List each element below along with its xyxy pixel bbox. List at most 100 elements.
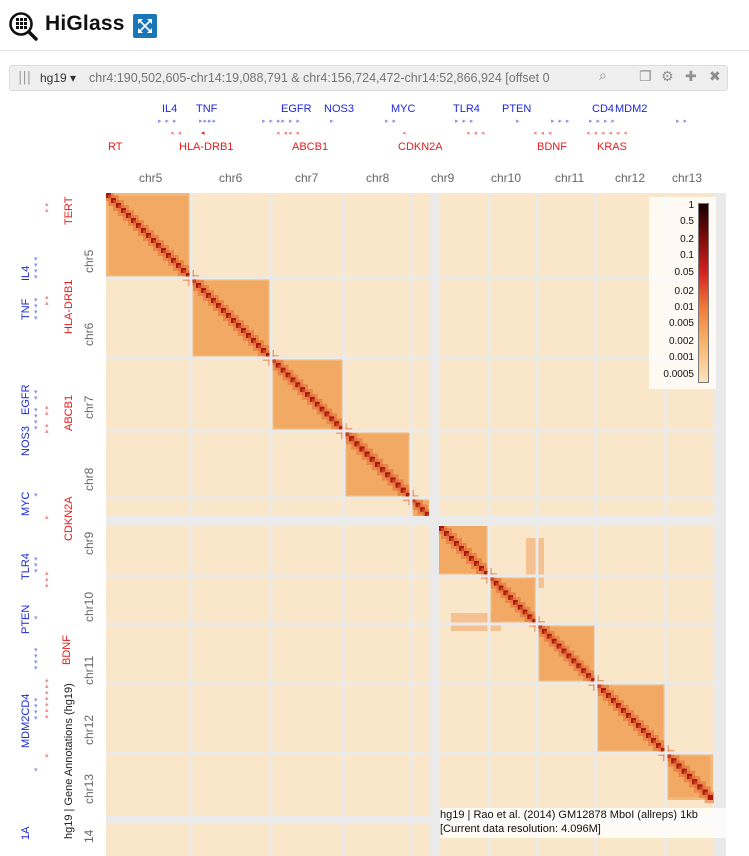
forward-strand-arrows: ▾ — [34, 767, 38, 774]
gene-label: MYC — [20, 491, 32, 516]
gene-label: EGFR — [20, 384, 32, 415]
forward-strand-arrows: ▸ — [516, 118, 521, 125]
reverse-strand-arrows: ◂ ◂ ◂ — [533, 130, 553, 137]
colorbar-tick: 0.2 — [680, 234, 694, 245]
gear-icon[interactable]: ⚙ — [661, 69, 674, 85]
reverse-strand-arrows: ◂ ◂ — [170, 130, 182, 137]
gene-annotation-track-label: hg19 | Gene Annotations (hg19) — [63, 683, 75, 839]
gene-label: IL4 — [20, 265, 32, 281]
assembly-select[interactable]: hg19 ▾ — [40, 71, 77, 85]
gene-label: IL4 — [162, 103, 178, 115]
chromosome-label: chr7 — [295, 171, 319, 185]
gene-label: RT — [108, 141, 123, 153]
gene-label: HLA-DRB1 — [179, 141, 234, 153]
forward-strand-arrows: ▾ ▾ ▾ — [34, 556, 38, 575]
forward-strand-arrows: ▸ ▸ ▸ — [158, 118, 178, 125]
reverse-strand-arrows: ▴ — [45, 752, 49, 759]
colorbar-gradient — [698, 203, 709, 383]
hic-contact-heatmap[interactable] — [106, 193, 726, 856]
close-icon[interactable]: ✖ — [709, 69, 721, 85]
chromosome-label: chr7 — [82, 395, 96, 419]
gene-label: MDM2 — [615, 103, 648, 115]
left-gene-annotation-track: TERT IL4 TNF HLA-DRB1 EGFR ABCB1 NOS3 MY… — [0, 193, 106, 856]
app-header: HiGlass — [0, 0, 749, 51]
colorbar-tick: 1 — [688, 200, 694, 211]
gene-label: MDM2CD4 — [20, 693, 32, 748]
colorbar[interactable]: 1 0.5 0.2 0.1 0.05 0.02 0.01 0.005 0.002… — [649, 197, 716, 389]
dataset-name: hg19 | Rao et al. (2014) GM12878 MboI (a… — [440, 809, 698, 821]
chromosome-label: chr6 — [82, 322, 96, 346]
heatmap-status-label: hg19 | Rao et al. (2014) GM12878 MboI (a… — [440, 808, 726, 838]
colorbar-tick: 0.1 — [680, 250, 694, 261]
drag-handle-icon[interactable]: ||| — [18, 70, 32, 85]
view-toolbar: ||| hg19 ▾ ⌕ ❐ ⚙ ✚ ✖ — [9, 65, 728, 91]
genome-position-search-input[interactable] — [89, 70, 594, 86]
chromosome-label: chr9 — [431, 171, 455, 185]
gene-label: NOS3 — [20, 426, 32, 456]
forward-strand-arrows: ▾ — [34, 615, 38, 622]
gene-label: MYC — [391, 103, 416, 115]
reverse-strand-arrows: ▴ — [45, 514, 49, 521]
gene-label: TERT — [63, 196, 75, 225]
colorbar-tick: 0.005 — [668, 318, 694, 329]
chromosome-label: chr8 — [82, 467, 96, 491]
forward-strand-arrows: ▸ ▸ — [385, 118, 397, 125]
reverse-strand-arrows: ▴ ▴ ▴ — [45, 570, 49, 589]
chromosome-label: 14 — [82, 829, 96, 843]
copy-icon[interactable]: ❐ — [639, 69, 652, 85]
colorbar-tick: 0.5 — [680, 216, 694, 227]
chromosome-label: chr12 — [615, 171, 646, 185]
colorbar-tick: 0.001 — [668, 352, 694, 363]
reverse-strand-arrows: ◂ ◂ ◂ — [466, 130, 486, 137]
colorbar-tick: 0.02 — [674, 286, 694, 297]
chromosome-label: chr10 — [491, 171, 522, 185]
gene-label: EGFR — [281, 103, 312, 115]
forward-strand-arrows: ▸ ▸ ▸ ▸ — [589, 118, 616, 125]
fullscreen-expand-icon — [138, 19, 152, 33]
magnifier-logo-icon — [9, 12, 38, 41]
forward-strand-arrows: ▸▸▸▸ — [199, 118, 218, 125]
chromosome-label: chr10 — [82, 591, 96, 622]
gene-label: BDNF — [61, 635, 73, 665]
forward-strand-arrows: ▾ ▾ ▾ ▾ — [34, 256, 38, 281]
gene-label: PTEN — [20, 604, 32, 634]
plus-icon[interactable]: ✚ — [685, 69, 697, 85]
gene-label: CD4 — [592, 103, 615, 115]
chromosome-label: chr9 — [82, 531, 96, 555]
colorbar-tick: 0.002 — [668, 336, 694, 347]
gene-label: HLA-DRB1 — [63, 279, 75, 334]
reverse-strand-arrows: ▴ ▴ ▴ ▴ — [45, 404, 49, 435]
gene-label: 1A — [20, 826, 32, 840]
chromosome-label: chr12 — [82, 714, 96, 745]
chromosome-label: chr13 — [672, 171, 703, 185]
gene-label: PTEN — [502, 103, 532, 115]
gene-label: NOS3 — [324, 103, 354, 115]
reverse-strand-arrows: ◂ — [402, 130, 407, 137]
fullscreen-expand-button[interactable] — [133, 14, 157, 38]
gene-label: CDKN2A — [398, 141, 443, 153]
chromosome-label: chr8 — [366, 171, 390, 185]
colorbar-tick: 0.05 — [674, 267, 694, 278]
colorbar-tick: 0.01 — [674, 302, 694, 313]
gene-label: TLR4 — [453, 103, 480, 115]
forward-strand-arrows: ▸ ▸ ▸ — [551, 118, 571, 125]
heatmap-canvas — [106, 193, 726, 856]
forward-strand-arrows: ▸ ▸ — [676, 118, 688, 125]
chromosome-label: chr6 — [219, 171, 243, 185]
gene-label: ABCB1 — [63, 394, 75, 431]
colorbar-tick: 0.0005 — [663, 369, 694, 380]
forward-strand-arrows: ▾ ▾ ▾ ▾ — [34, 297, 38, 322]
forward-strand-arrows: ▾ ▾ ▾ ▾ — [34, 647, 38, 672]
forward-strand-arrows: ▾ ▾ ▾ ▾ — [34, 697, 38, 722]
gene-label: ABCB1 — [292, 141, 329, 153]
reverse-strand-arrows: ▴ ▴ — [45, 201, 49, 214]
chromosome-label: chr11 — [555, 171, 585, 185]
gene-label: CDKN2A — [63, 496, 75, 541]
search-icon[interactable]: ⌕ — [599, 68, 607, 84]
gene-label: TNF — [196, 103, 218, 115]
reverse-strand-arrows: ◂ — [201, 130, 206, 137]
diagonal-band — [106, 193, 717, 804]
reverse-strand-arrows: ◂ ◂ ◂ ◂ ◂ ◂ — [586, 130, 628, 137]
gene-label: KRAS — [597, 141, 627, 153]
chromosome-label: chr5 — [82, 249, 96, 273]
